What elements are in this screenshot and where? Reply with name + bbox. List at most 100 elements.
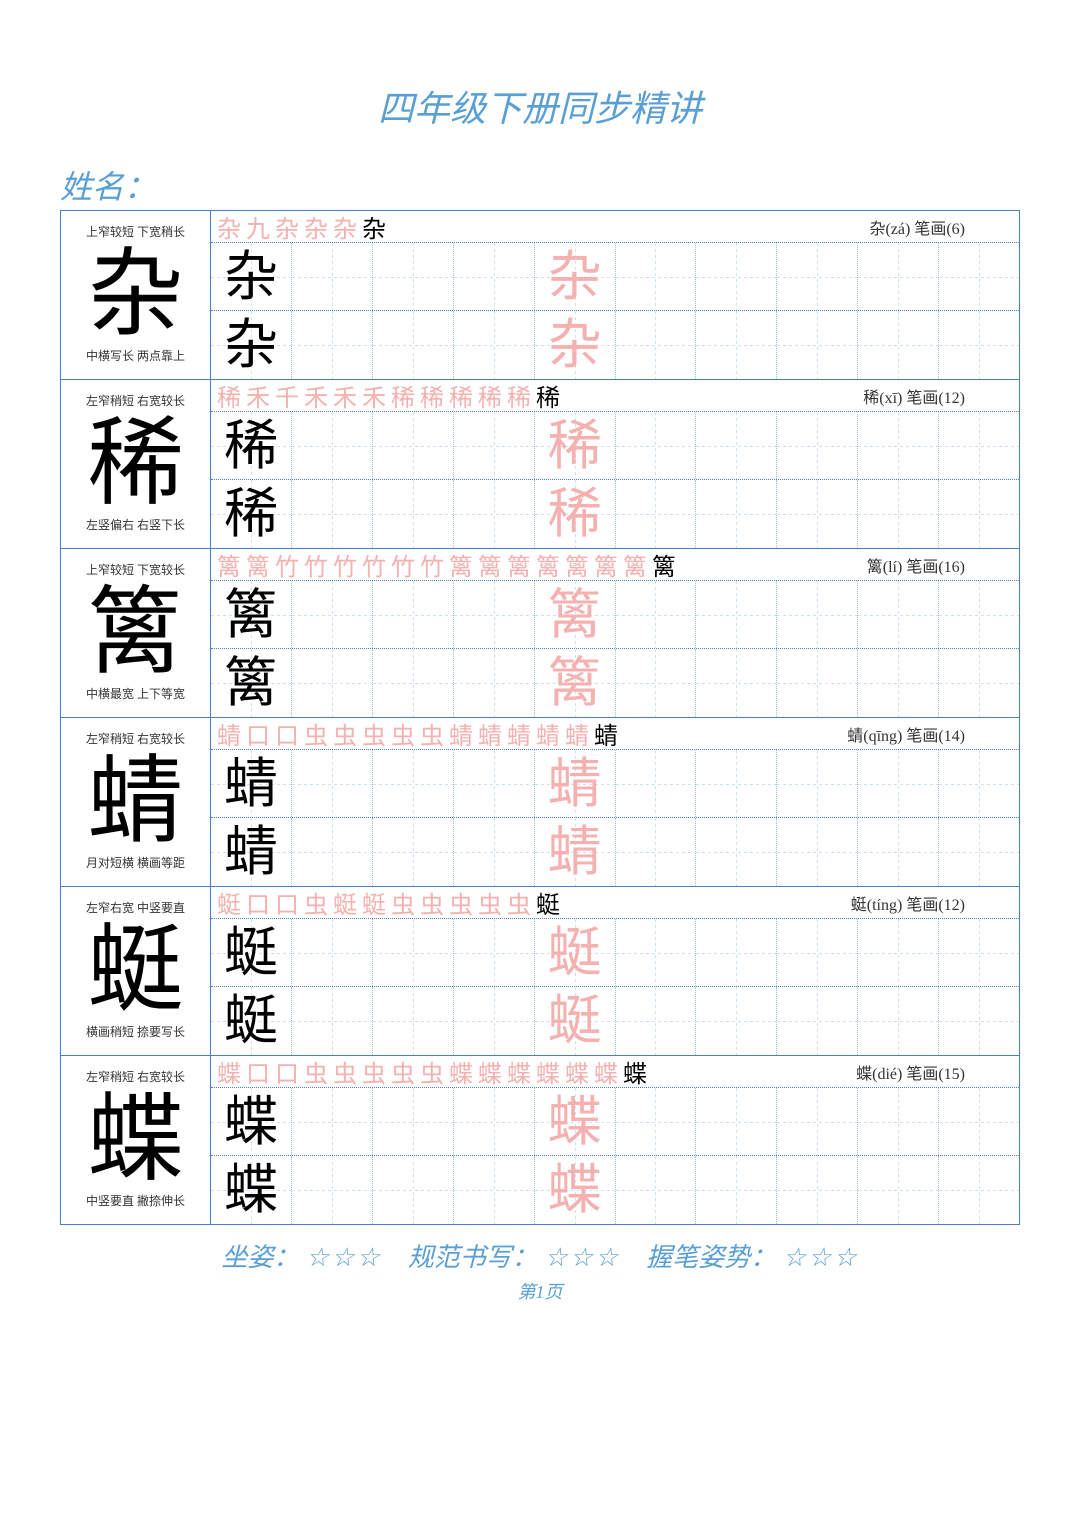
practice-cell[interactable] (939, 987, 1019, 1055)
practice-cell[interactable] (373, 480, 454, 548)
practice-cell[interactable] (454, 412, 535, 479)
practice-cell[interactable] (373, 412, 454, 479)
practice-cell[interactable] (696, 480, 777, 548)
practice-cell[interactable]: 蝶 (535, 1156, 616, 1224)
practice-cell[interactable] (454, 480, 535, 548)
practice-cell[interactable] (454, 919, 535, 986)
practice-cell[interactable] (616, 480, 697, 548)
practice-cell[interactable] (454, 1156, 535, 1224)
practice-cell[interactable] (696, 649, 777, 717)
practice-cell[interactable] (292, 243, 373, 310)
practice-cell[interactable]: 蜓 (211, 987, 292, 1055)
practice-cell[interactable] (616, 581, 697, 648)
practice-cell[interactable] (373, 581, 454, 648)
practice-cell[interactable] (373, 1156, 454, 1224)
practice-cell[interactable] (373, 1088, 454, 1155)
practice-cell[interactable] (696, 919, 777, 986)
practice-cell[interactable] (616, 919, 697, 986)
practice-cell[interactable] (373, 818, 454, 886)
practice-cell[interactable] (292, 311, 373, 379)
practice-cell[interactable]: 篱 (535, 581, 616, 648)
practice-cell[interactable] (292, 649, 373, 717)
practice-cell[interactable] (292, 750, 373, 817)
practice-cell[interactable] (292, 1156, 373, 1224)
practice-cell[interactable]: 杂 (211, 243, 292, 310)
practice-cell[interactable] (454, 311, 535, 379)
practice-cell[interactable] (858, 649, 939, 717)
practice-cell[interactable] (777, 987, 858, 1055)
practice-cell[interactable] (858, 1156, 939, 1224)
practice-cell[interactable] (777, 919, 858, 986)
practice-cell[interactable]: 稀 (211, 412, 292, 479)
practice-cell[interactable] (373, 750, 454, 817)
practice-cell[interactable] (777, 480, 858, 548)
practice-cell[interactable]: 杂 (535, 243, 616, 310)
practice-cell[interactable]: 篱 (535, 649, 616, 717)
practice-cell[interactable] (939, 243, 1019, 310)
practice-cell[interactable]: 蜓 (211, 919, 292, 986)
practice-cell[interactable] (777, 581, 858, 648)
practice-cell[interactable] (292, 581, 373, 648)
practice-cell[interactable]: 蝶 (211, 1156, 292, 1224)
practice-cell[interactable] (939, 1156, 1019, 1224)
practice-cell[interactable] (939, 818, 1019, 886)
practice-cell[interactable]: 稀 (211, 480, 292, 548)
practice-cell[interactable] (373, 243, 454, 310)
practice-cell[interactable] (858, 818, 939, 886)
practice-cell[interactable] (858, 750, 939, 817)
practice-cell[interactable] (777, 649, 858, 717)
practice-cell[interactable] (858, 480, 939, 548)
practice-cell[interactable] (454, 649, 535, 717)
practice-cell[interactable] (616, 750, 697, 817)
practice-cell[interactable]: 蝶 (211, 1088, 292, 1155)
practice-cell[interactable] (373, 919, 454, 986)
practice-cell[interactable] (777, 818, 858, 886)
practice-cell[interactable] (616, 818, 697, 886)
practice-cell[interactable] (696, 1156, 777, 1224)
practice-cell[interactable] (292, 412, 373, 479)
practice-cell[interactable]: 蜻 (211, 818, 292, 886)
practice-cell[interactable] (696, 1088, 777, 1155)
practice-cell[interactable] (696, 311, 777, 379)
practice-cell[interactable] (858, 412, 939, 479)
practice-cell[interactable]: 稀 (535, 480, 616, 548)
practice-cell[interactable]: 蜻 (535, 750, 616, 817)
practice-cell[interactable] (454, 750, 535, 817)
practice-cell[interactable] (939, 1088, 1019, 1155)
practice-cell[interactable] (454, 1088, 535, 1155)
practice-cell[interactable]: 蜓 (535, 987, 616, 1055)
practice-cell[interactable] (777, 311, 858, 379)
practice-cell[interactable] (696, 581, 777, 648)
practice-cell[interactable]: 稀 (535, 412, 616, 479)
practice-cell[interactable] (696, 750, 777, 817)
practice-cell[interactable]: 篱 (211, 581, 292, 648)
practice-cell[interactable] (454, 243, 535, 310)
practice-cell[interactable] (616, 987, 697, 1055)
practice-cell[interactable] (777, 243, 858, 310)
practice-cell[interactable] (858, 311, 939, 379)
practice-cell[interactable] (292, 919, 373, 986)
practice-cell[interactable] (292, 987, 373, 1055)
practice-cell[interactable] (616, 412, 697, 479)
practice-cell[interactable] (939, 649, 1019, 717)
practice-cell[interactable] (858, 919, 939, 986)
practice-cell[interactable] (858, 1088, 939, 1155)
practice-cell[interactable] (939, 480, 1019, 548)
practice-cell[interactable] (373, 649, 454, 717)
practice-cell[interactable] (616, 1088, 697, 1155)
practice-cell[interactable] (616, 311, 697, 379)
practice-cell[interactable] (696, 412, 777, 479)
practice-cell[interactable] (777, 1156, 858, 1224)
practice-cell[interactable] (696, 987, 777, 1055)
practice-cell[interactable]: 篱 (211, 649, 292, 717)
practice-cell[interactable] (454, 581, 535, 648)
practice-cell[interactable] (292, 480, 373, 548)
practice-cell[interactable] (777, 750, 858, 817)
practice-cell[interactable] (939, 919, 1019, 986)
practice-cell[interactable] (858, 581, 939, 648)
practice-cell[interactable] (616, 243, 697, 310)
practice-cell[interactable]: 蜻 (535, 818, 616, 886)
practice-cell[interactable] (696, 818, 777, 886)
practice-cell[interactable] (777, 1088, 858, 1155)
practice-cell[interactable] (292, 818, 373, 886)
